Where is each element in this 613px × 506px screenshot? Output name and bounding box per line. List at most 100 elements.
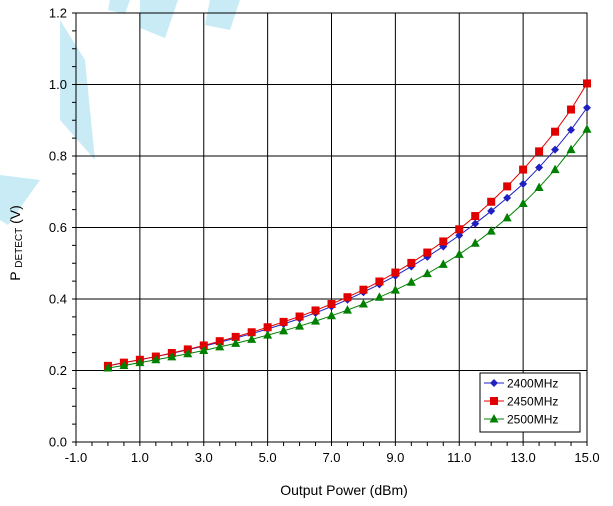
series-line [107,107,588,367]
data-point [279,325,289,335]
x-tick-label: 15.0 [574,450,599,465]
data-point [231,332,240,341]
x-axis: -1.0 1.0 3.0 5.0 7.0 9.0 11.0 13.0 15.0 [65,442,600,465]
y-tick-label: 1.2 [49,6,67,21]
data-point [215,341,225,351]
data-point [391,268,400,277]
x-axis-label: Output Power (dBm) [280,482,408,498]
data-point [471,219,480,228]
data-point [583,79,591,88]
y-axis: 0.0 0.2 0.4 0.6 0.8 1.0 1.2 [49,6,76,450]
y-axis-label: P DETECT (V) [7,205,25,281]
data-point [374,292,384,301]
data-point [518,198,528,208]
data-point [247,334,257,343]
data-point [359,285,368,294]
data-point [406,277,416,286]
y-tick-label: 0.8 [49,149,67,164]
data-point [247,328,256,337]
data-point [103,362,113,372]
data-point [119,360,129,369]
data-point [487,197,496,206]
data-point [311,316,321,325]
data-point [358,299,368,308]
y-axis-label-main: P [7,272,23,281]
x-tick-label: 1.0 [131,450,149,465]
series-2450MHz [103,79,591,370]
data-point [407,258,416,267]
data-point [582,124,592,133]
data-point [263,323,272,332]
data-point [327,300,336,309]
x-tick-label: 5.0 [259,450,277,465]
data-point [343,293,352,302]
data-point [311,306,320,315]
x-tick-label: 13.0 [510,450,535,465]
data-point [231,338,241,347]
data-point [455,231,464,240]
data-point [439,237,448,246]
legend-item: 2400MHz [484,377,558,391]
data-point [454,249,464,258]
series-2400MHz [103,103,591,370]
data-point [135,357,145,367]
data-point [455,225,464,234]
y-axis-label-sub: DETECT [14,228,25,268]
data-point [279,317,288,326]
data-point [583,103,591,112]
legend-marker [489,414,499,423]
watermark [0,0,240,225]
data-point [486,226,496,235]
data-point [551,145,560,154]
x-tick-label: 7.0 [322,450,340,465]
data-point [567,105,576,114]
data-point [438,259,448,268]
data-point [502,212,512,222]
data-point [567,125,576,134]
data-point [471,212,480,221]
series-line [107,83,588,367]
data-point [535,147,544,156]
data-point [422,268,432,278]
data-point [295,321,305,330]
y-tick-label: 0.4 [49,292,67,307]
legend-marker [490,379,498,387]
data-point [503,193,512,202]
y-tick-label: 0.2 [49,363,67,378]
data-point [534,182,544,191]
y-tick-label: 1.0 [49,77,67,92]
legend-label: 2450MHz [507,395,558,409]
data-point [199,341,208,350]
data-point [551,127,560,136]
data-point [375,277,384,286]
series-2500MHz [103,124,592,372]
y-tick-label: 0.0 [49,435,67,450]
series-line [107,128,588,369]
data-point [167,351,177,361]
data-point [342,305,352,314]
data-point [263,330,273,339]
data-point [151,354,161,364]
data-point [519,179,528,188]
x-tick-label: -1.0 [65,450,87,465]
data-point [295,312,304,321]
data-point [199,345,209,354]
data-point [519,165,528,174]
legend-item: 2450MHz [484,395,558,409]
legend-label: 2500MHz [507,413,558,427]
data-point [215,337,224,346]
data-point [550,164,560,174]
legend-item: 2500MHz [484,413,558,427]
y-axis-label-tail: (V) [7,205,23,224]
legend-label: 2400MHz [507,377,558,391]
data-point [183,348,193,358]
data-point [470,238,480,247]
legend: 2400MHz 2450MHz 2500MHz [479,372,581,433]
x-tick-label: 3.0 [195,450,213,465]
data-point [566,144,576,154]
data-point [503,182,512,191]
y-tick-label: 0.6 [49,220,67,235]
x-tick-label: 11.0 [447,450,471,465]
